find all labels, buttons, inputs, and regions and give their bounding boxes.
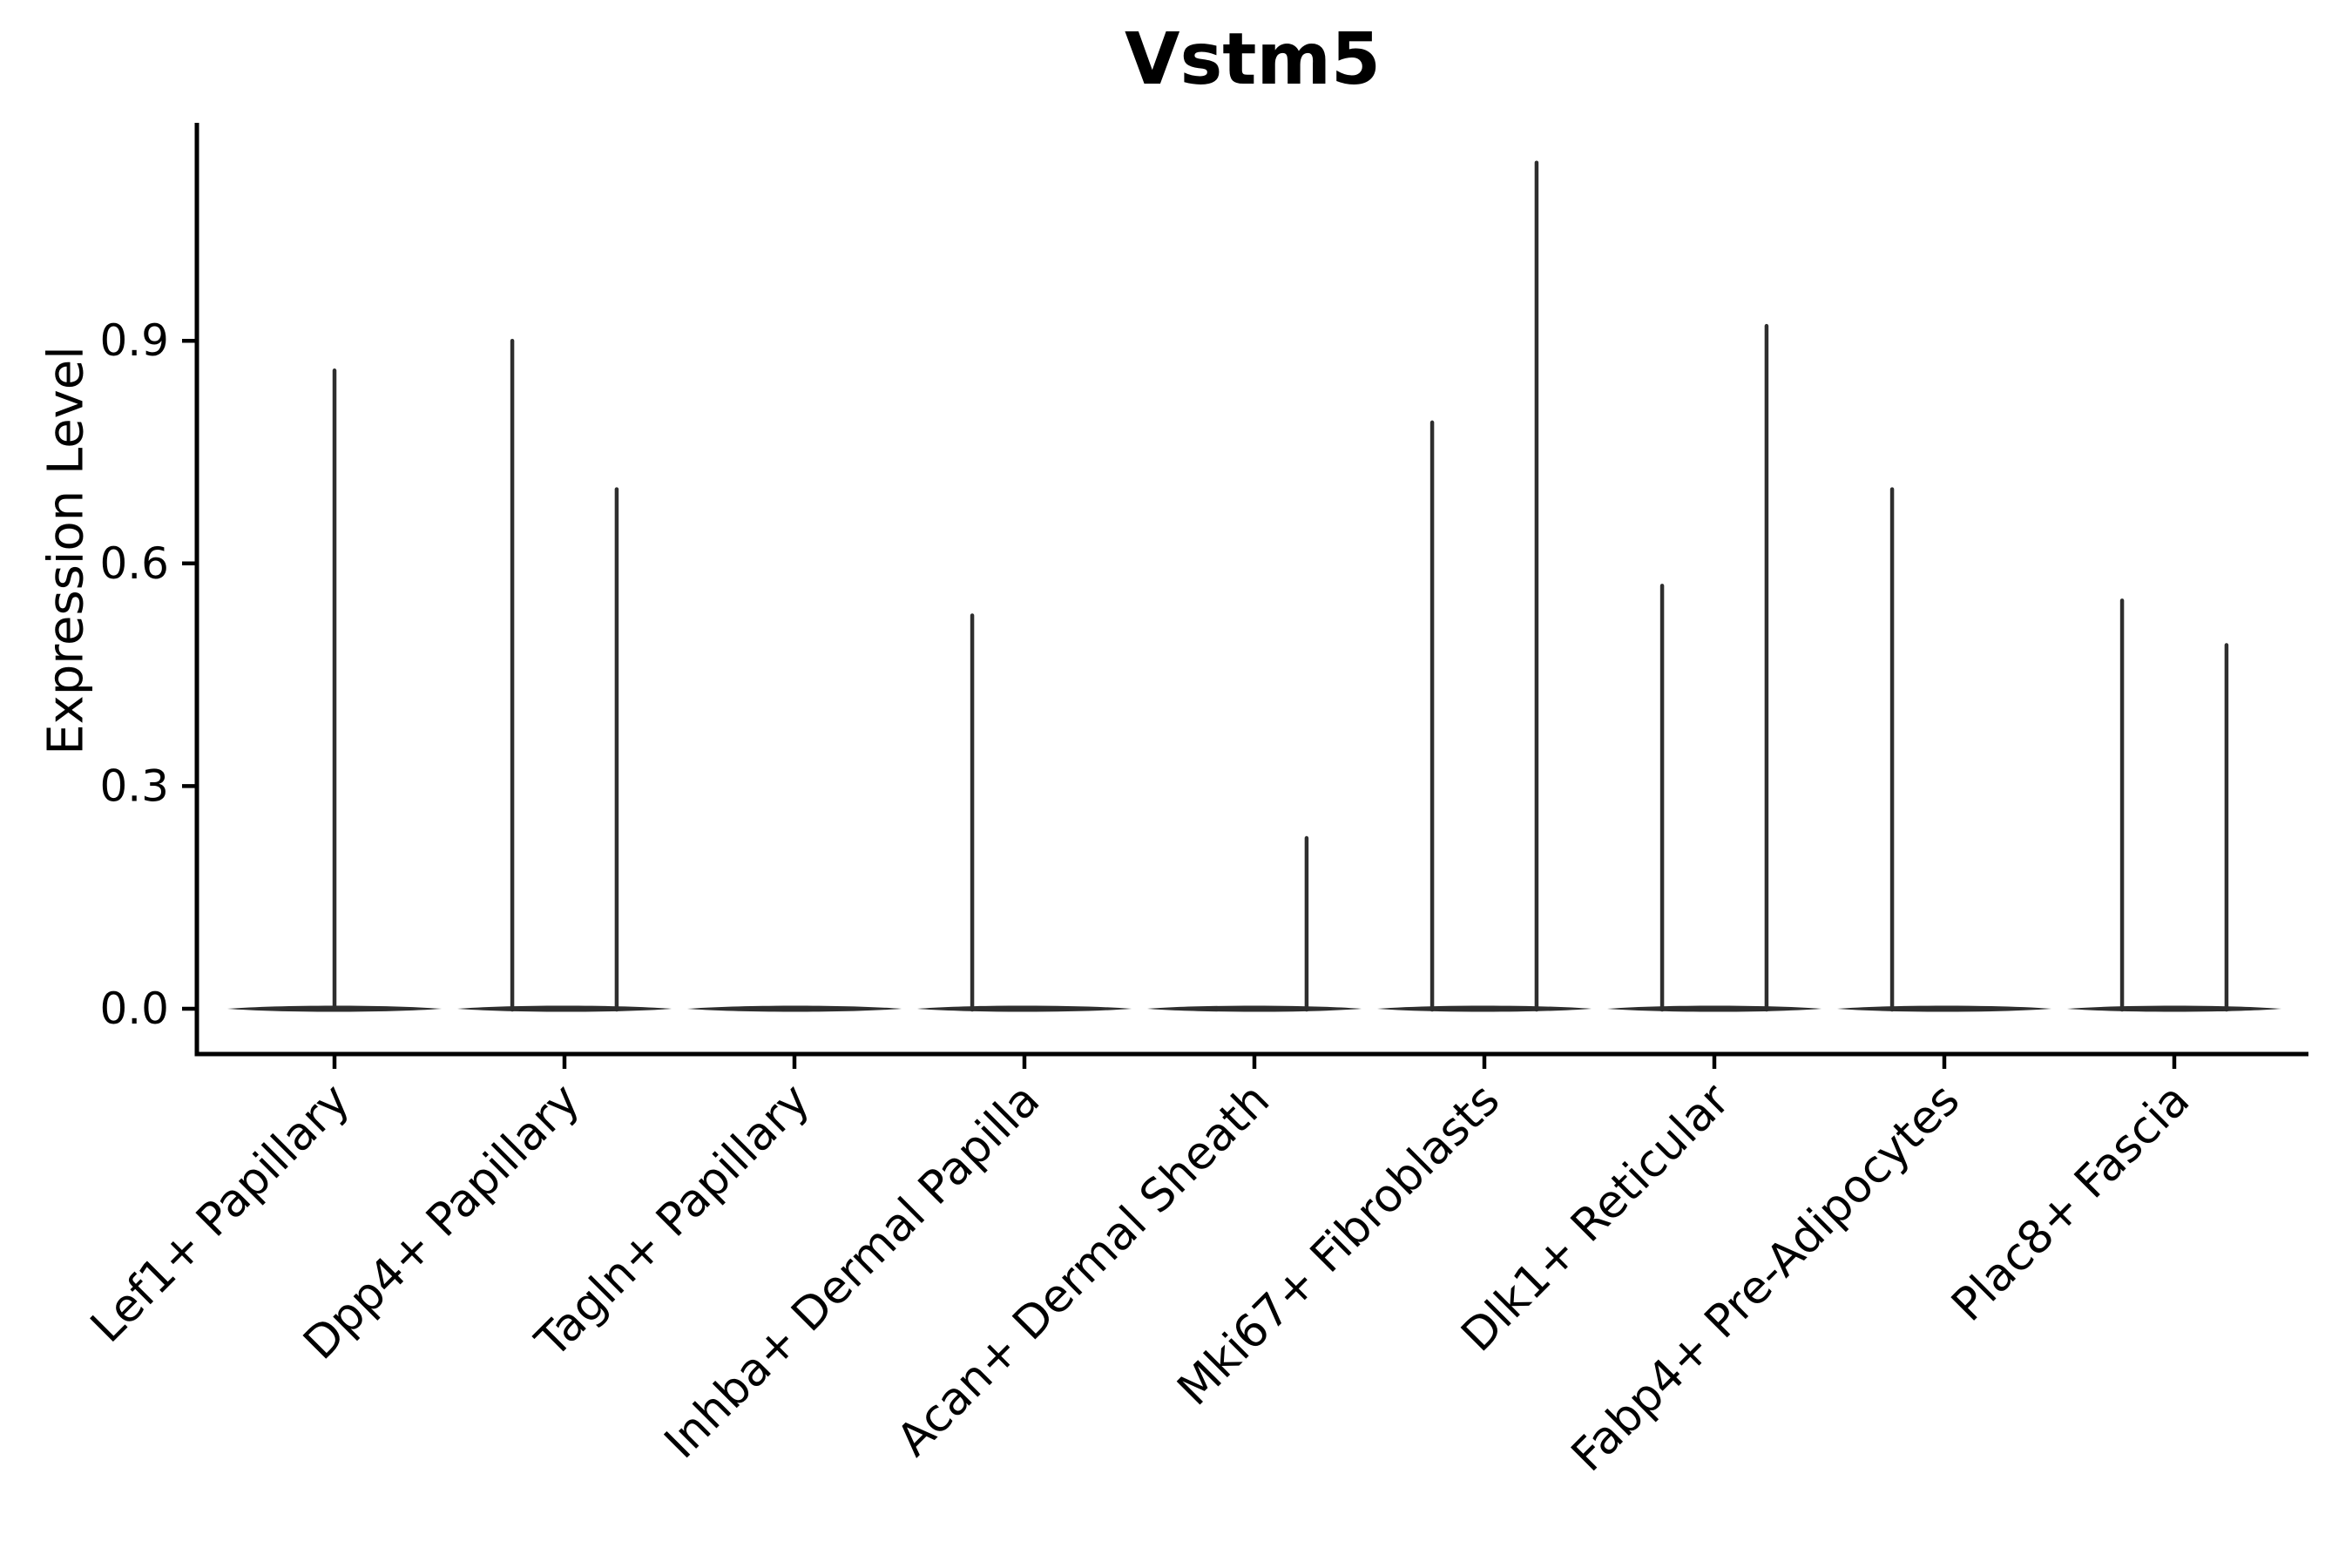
chart-title: Vstm5 — [1125, 18, 1381, 101]
violin-body — [1376, 1005, 1592, 1012]
violin-body — [686, 1005, 902, 1012]
violin-body — [1606, 1005, 1822, 1012]
x-tick-label: Plac8+ Fascia — [1942, 1074, 2200, 1332]
y-tick-label: 0.9 — [99, 315, 169, 366]
violin-body — [916, 1005, 1132, 1012]
violin-body — [1836, 1005, 2052, 1012]
x-tick-label: Fabp4+ Pre-Adipocytes — [1562, 1074, 1970, 1482]
violin-body — [2066, 1005, 2282, 1012]
y-tick-label: 0.3 — [99, 760, 169, 811]
x-tick-label: Inhba+ Dermal Papilla — [655, 1074, 1050, 1469]
violin-body — [456, 1005, 672, 1012]
y-tick-label: 0.0 — [99, 983, 169, 1034]
y-tick-label: 0.6 — [99, 538, 169, 589]
violin-body — [1146, 1005, 1362, 1012]
x-tick-label: Acan+ Dermal Sheath — [888, 1074, 1281, 1467]
